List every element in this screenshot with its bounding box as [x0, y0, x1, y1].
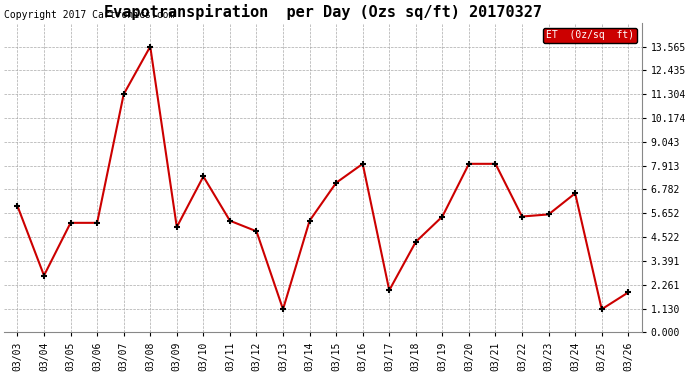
Title: Evapotranspiration  per Day (Ozs sq/ft) 20170327: Evapotranspiration per Day (Ozs sq/ft) 2… — [104, 4, 542, 20]
Legend: ET  (0z/sq  ft): ET (0z/sq ft) — [543, 28, 637, 44]
Text: Copyright 2017 Cartronics.com: Copyright 2017 Cartronics.com — [4, 10, 175, 20]
